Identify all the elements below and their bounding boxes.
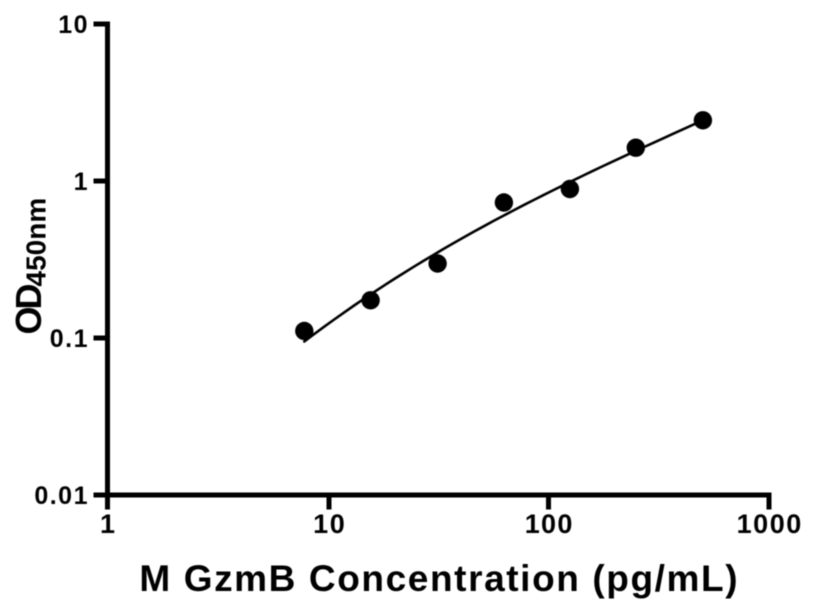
svg-text:100: 100 [525,509,574,539]
svg-text:M GzmB Concentration (pg/mL): M GzmB Concentration (pg/mL) [139,558,739,599]
svg-text:1000: 1000 [737,509,803,539]
svg-text:0.01: 0.01 [34,482,89,510]
svg-text:1: 1 [100,509,115,539]
svg-text:1: 1 [74,168,89,196]
svg-text:0.1: 0.1 [50,325,89,353]
svg-text:OD450nm: OD450nm [8,198,52,335]
svg-text:10: 10 [58,11,89,39]
svg-text:10: 10 [313,509,346,539]
